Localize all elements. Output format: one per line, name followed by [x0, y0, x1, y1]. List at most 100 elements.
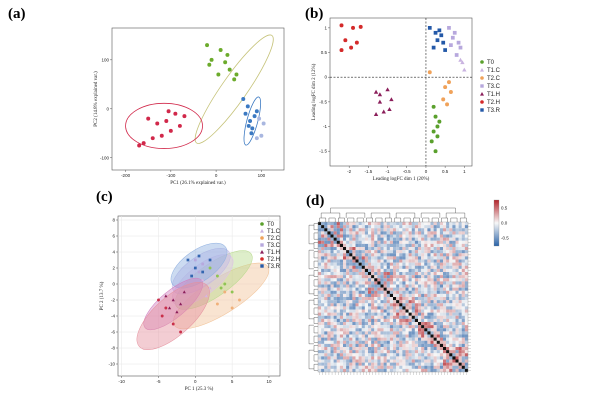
heatmap-cell	[389, 309, 394, 313]
panel-b-point-t1-h	[373, 112, 379, 116]
heatmap-cell	[380, 325, 384, 329]
heatmap-cell	[405, 309, 409, 313]
heatmap-cell	[464, 287, 469, 291]
heatmap-cell	[418, 350, 422, 354]
panel-c-point-t0	[230, 290, 234, 294]
heatmap-cell	[333, 290, 337, 294]
heatmap-cell	[421, 237, 425, 241]
heatmap-cell	[458, 225, 462, 229]
heatmap-cell	[396, 368, 400, 373]
heatmap-cell	[461, 353, 465, 357]
heatmap-cell	[449, 287, 453, 291]
heatmap-cell	[424, 262, 428, 266]
heatmap-cell	[430, 318, 434, 323]
heatmap-cell	[393, 253, 397, 257]
heatmap-cell	[402, 287, 406, 291]
heatmap-cell	[396, 225, 400, 229]
heatmap-cell	[424, 240, 428, 244]
panel-d-colorbar-tick: 0.0	[501, 221, 508, 226]
heatmap-cell	[324, 315, 328, 319]
panel-c-ytick-label: -6	[111, 330, 115, 335]
heatmap-cell	[330, 337, 334, 341]
heatmap-cell	[424, 309, 428, 313]
heatmap-cell	[333, 250, 337, 254]
heatmap-cell	[399, 262, 403, 266]
dendrogram-branch	[441, 217, 448, 222]
heatmap-cell	[443, 222, 447, 226]
heatmap-cell	[377, 306, 381, 310]
heatmap-cell	[452, 253, 456, 257]
heatmap-cell	[405, 343, 409, 348]
heatmap-cell	[414, 347, 419, 351]
heatmap-cell	[436, 234, 440, 238]
heatmap-cell	[452, 225, 456, 229]
heatmap-cell	[374, 322, 378, 326]
heatmap-cell	[430, 350, 434, 354]
heatmap-cell	[364, 306, 369, 310]
heatmap-cell	[364, 350, 369, 354]
heatmap-cell	[336, 297, 340, 301]
heatmap-cell	[433, 365, 437, 369]
heatmap-cell	[464, 234, 469, 238]
heatmap-cell	[402, 237, 406, 241]
heatmap-cell	[427, 278, 431, 282]
heatmap-cell	[343, 225, 347, 229]
heatmap-cell	[399, 268, 403, 273]
dendrogram-branch	[308, 349, 314, 370]
heatmap-cell	[427, 359, 431, 363]
heatmap-cell	[411, 250, 415, 254]
heatmap-cell	[427, 347, 431, 351]
heatmap-cell	[446, 325, 450, 329]
heatmap-cell	[324, 237, 328, 241]
heatmap-cell	[449, 281, 453, 285]
heatmap-cell	[371, 284, 375, 288]
heatmap-cell	[349, 237, 353, 241]
heatmap-cell	[327, 309, 331, 313]
heatmap-cell	[408, 334, 412, 338]
heatmap-cell	[371, 328, 375, 332]
heatmap-cell	[327, 290, 331, 294]
heatmap-cell	[374, 303, 378, 307]
heatmap-cell	[386, 281, 390, 285]
heatmap-cell	[349, 290, 353, 294]
heatmap-cell	[446, 334, 450, 338]
heatmap-cell	[427, 262, 431, 266]
heatmap-cell	[371, 343, 375, 348]
heatmap-cell	[358, 293, 362, 298]
heatmap-cell	[402, 309, 406, 313]
heatmap-cell	[339, 325, 344, 329]
dendrogram-branch	[420, 212, 441, 218]
heatmap-cell	[377, 315, 381, 319]
heatmap-cell	[393, 297, 397, 301]
panel-b-point-t3-r	[443, 48, 448, 52]
heatmap-cell	[411, 315, 415, 319]
heatmap-cell	[352, 284, 356, 288]
heatmap-cell	[430, 256, 434, 260]
heatmap-cell	[455, 281, 459, 285]
heatmap-cell	[414, 350, 419, 354]
heatmap-cell	[396, 334, 400, 338]
heatmap-cell	[324, 253, 328, 257]
heatmap-cell	[458, 272, 462, 276]
heatmap-cell	[452, 231, 456, 235]
heatmap-cell	[336, 343, 340, 348]
heatmap-cell	[352, 312, 356, 316]
heatmap-cell	[339, 359, 344, 363]
heatmap-cell	[358, 300, 362, 304]
heatmap-cell	[368, 300, 372, 304]
heatmap-cell	[455, 265, 459, 269]
heatmap-cell	[433, 312, 437, 316]
heatmap-cell	[330, 350, 334, 354]
heatmap-cell	[330, 340, 334, 344]
heatmap-cell	[443, 262, 447, 266]
heatmap-cell	[449, 306, 453, 310]
heatmap-cell	[371, 231, 375, 235]
panel-b-point-t0	[435, 134, 440, 139]
heatmap-cell	[452, 315, 456, 319]
heatmap-cell	[321, 290, 325, 294]
heatmap-cell	[318, 287, 322, 291]
heatmap-cell	[368, 356, 372, 360]
heatmap-cell	[321, 237, 325, 241]
panel-a-point-t0	[218, 48, 223, 53]
heatmap-cell	[424, 340, 428, 344]
